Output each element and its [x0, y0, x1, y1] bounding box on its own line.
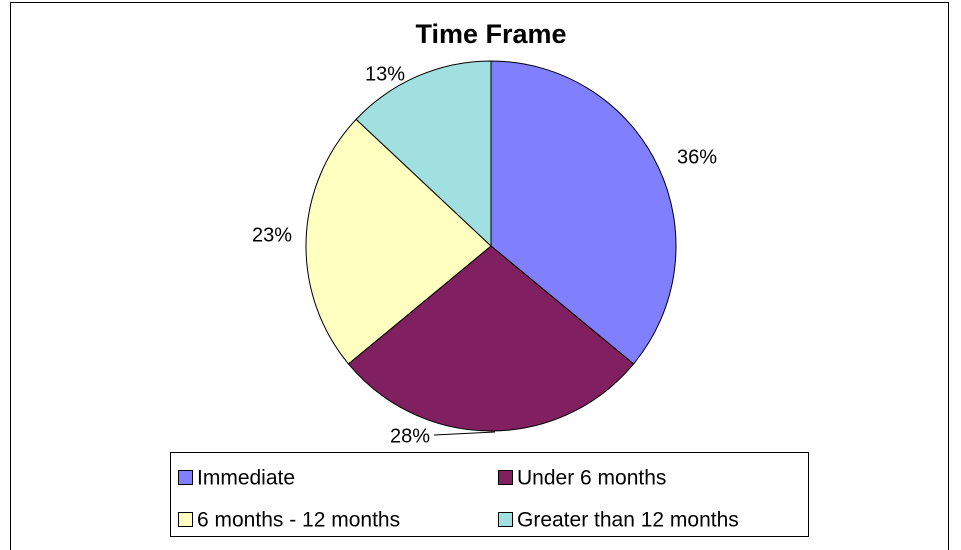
data-label: 13% [365, 63, 405, 85]
legend-label: Immediate [197, 467, 295, 490]
data-label: 28% [390, 425, 430, 447]
legend-swatch [178, 470, 193, 485]
pie-slice [305, 118, 492, 365]
legend-label: Under 6 months [517, 467, 666, 490]
data-label: 23% [252, 224, 292, 246]
legend-label: 6 months - 12 months [197, 509, 400, 532]
data-label: 36% [677, 146, 717, 168]
legend-swatch [178, 512, 193, 527]
pie-slice [490, 60, 677, 365]
legend-swatch [498, 512, 513, 527]
leader-line [433, 431, 496, 436]
legend-swatch [498, 470, 513, 485]
pie-slice [355, 60, 492, 248]
chart-title: Time Frame [415, 19, 566, 49]
legend-label: Greater than 12 months [517, 509, 739, 532]
legend [170, 452, 809, 537]
pie-slice [347, 245, 635, 432]
